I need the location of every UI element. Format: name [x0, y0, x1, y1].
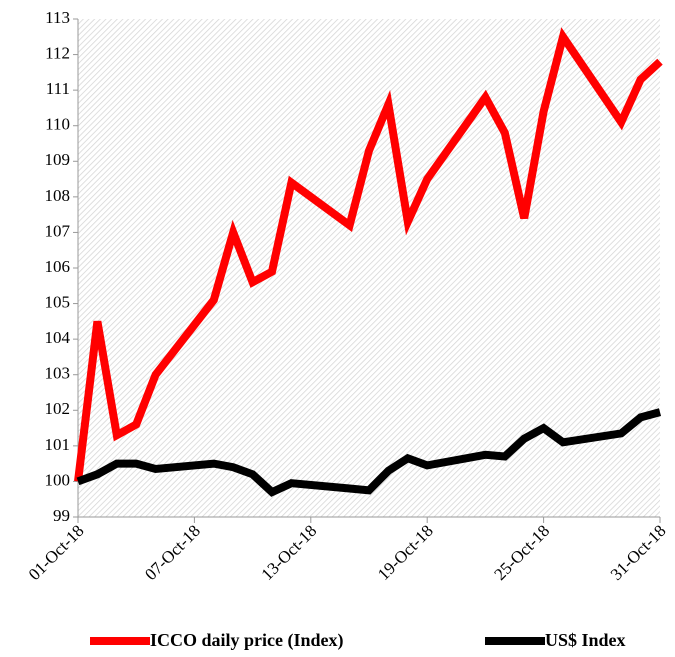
y-tick-label: 109 [45, 150, 71, 169]
plot-background [78, 19, 660, 517]
legend-label: ICCO daily price (Index) [150, 630, 344, 651]
y-tick-label: 108 [45, 186, 71, 205]
x-tick-label: 01-Oct-18 [25, 521, 88, 584]
y-tick-label: 104 [45, 328, 71, 347]
y-tick-label: 102 [45, 399, 71, 418]
y-tick-label: 107 [45, 221, 71, 240]
y-tick-label: 100 [45, 470, 71, 489]
x-tick-label: 07-Oct-18 [141, 521, 204, 584]
y-tick-label: 99 [53, 506, 70, 525]
y-tick-label: 111 [46, 79, 70, 98]
x-tick-label: 31-Oct-18 [607, 521, 670, 584]
y-tick-label: 112 [45, 43, 70, 62]
series-line [74, 27, 663, 482]
y-tick-label: 105 [45, 292, 71, 311]
legend-label: US$ Index [545, 630, 626, 650]
x-tick-label: 19-Oct-18 [374, 521, 437, 584]
y-tick-label: 110 [45, 115, 70, 134]
x-tick-label: 25-Oct-18 [490, 521, 553, 584]
y-tick-label: 103 [45, 364, 71, 383]
y-tick-label: 113 [45, 8, 70, 27]
y-tick-label: 101 [45, 435, 71, 454]
series-line [76, 408, 662, 497]
y-tick-label: 106 [45, 257, 71, 276]
x-tick-label: 13-Oct-18 [258, 521, 321, 584]
